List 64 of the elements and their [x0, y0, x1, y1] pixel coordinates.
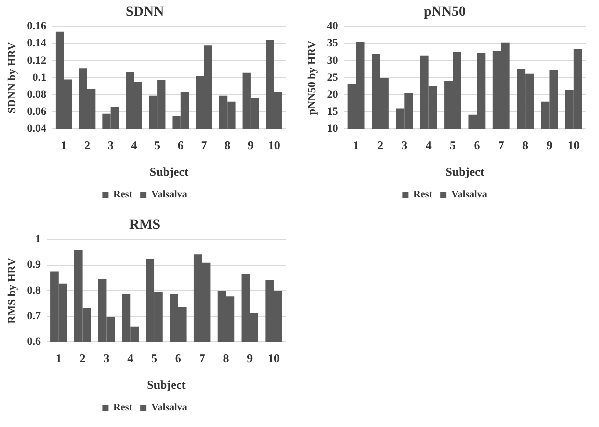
x-tick-label: 8	[522, 138, 529, 152]
y-tick-label: 40	[327, 20, 339, 33]
legend-label: Valsalva	[152, 190, 188, 201]
y-tick-label: 0.06	[27, 106, 47, 118]
y-tick-label: 1	[35, 234, 41, 246]
x-tick-label: 1	[56, 351, 62, 366]
x-tick-label: 8	[224, 138, 231, 152]
y-tick-label: 0.9	[27, 259, 42, 272]
x-tick-label: 5	[450, 138, 456, 152]
x-tick-label: 7	[498, 138, 504, 152]
x-tick-label: 6	[178, 138, 184, 152]
x-axis-title: Subject	[147, 378, 186, 392]
y-tick-label: 15	[327, 106, 339, 118]
y-tick-label: 0.16	[27, 20, 47, 33]
x-tick-label: 4	[128, 351, 134, 366]
x-tick-label: 5	[152, 351, 158, 366]
y-tick-label: 30	[327, 54, 339, 67]
y-tick-label: 0.08	[27, 88, 47, 101]
x-tick-label: 10	[568, 138, 580, 152]
y-tick-label: 0.14	[27, 38, 47, 50]
x-tick-label: 9	[248, 138, 254, 152]
x-tick-label: 9	[546, 138, 553, 152]
y-tick-label: 10	[327, 123, 339, 136]
x-tick-label: 6	[175, 351, 182, 366]
x-tick-label: 7	[201, 138, 208, 152]
x-tick-label: 10	[268, 138, 280, 152]
y-tick-label: 20	[327, 88, 339, 101]
x-axis-title: Subject	[150, 164, 189, 179]
y-tick-label: 0.04	[27, 123, 47, 136]
x-axis-title: Subject	[446, 164, 484, 179]
y-tick-label: 0.1	[32, 72, 46, 84]
chart-title: pNN50	[424, 5, 466, 20]
legend-label: Rest	[114, 190, 134, 201]
x-tick-label: 2	[80, 351, 86, 366]
x-tick-label: 2	[377, 138, 384, 152]
x-tick-label: 4	[131, 138, 138, 152]
chart-title: RMS	[129, 218, 161, 234]
y-tick-label: 0.7	[27, 310, 42, 322]
x-tick-label: 3	[402, 138, 408, 152]
y-tick-label: 25	[327, 72, 339, 84]
x-tick-label: 8	[223, 351, 230, 366]
x-tick-label: 3	[108, 138, 114, 152]
y-tick-label: 0.12	[27, 54, 47, 67]
x-tick-label: 7	[199, 351, 206, 366]
legend-label: Valsalva	[152, 402, 188, 414]
y-tick-label: 0.8	[27, 284, 42, 297]
x-tick-label: 2	[84, 138, 90, 152]
legend-label: Rest	[114, 402, 134, 414]
x-tick-label: 1	[353, 138, 360, 152]
x-tick-label: 9	[247, 351, 254, 366]
x-tick-label: 5	[154, 138, 161, 152]
y-axis-title: RMS by HRV	[6, 258, 18, 324]
y-tick-label: 0.6	[27, 336, 42, 348]
y-axis-title: SDNN by HRV	[6, 42, 18, 114]
legend-label: Rest	[414, 190, 434, 201]
x-tick-label: 3	[104, 351, 110, 366]
x-tick-label: 10	[268, 351, 280, 366]
y-axis-title: pNN50 by HRV	[306, 40, 318, 116]
chart-title: SDNN	[126, 5, 164, 20]
x-tick-label: 4	[426, 138, 432, 152]
legend-label: Valsalva	[452, 190, 488, 201]
x-tick-label: 6	[474, 138, 480, 152]
x-tick-label: 1	[61, 138, 68, 152]
y-tick-label: 35	[327, 38, 339, 50]
